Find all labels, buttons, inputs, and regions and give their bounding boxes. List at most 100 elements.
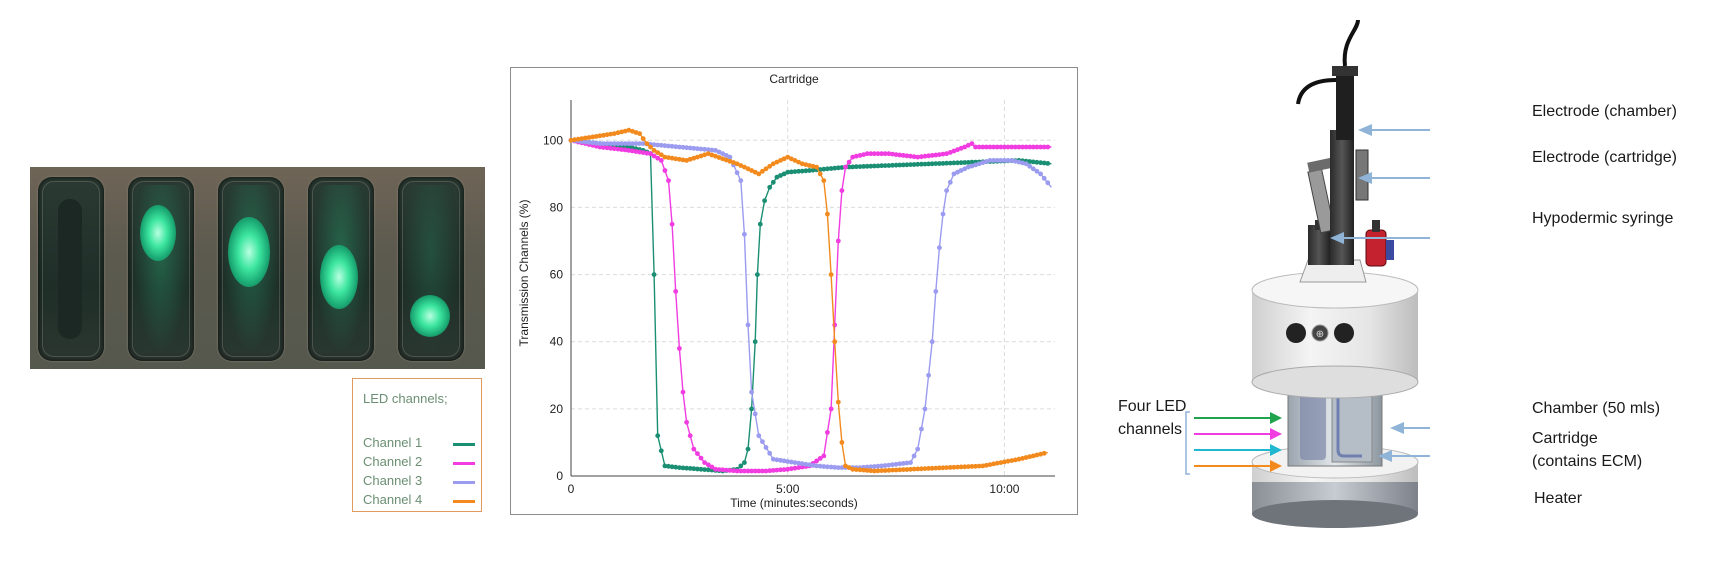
data-point <box>951 148 957 154</box>
data-point <box>828 406 834 412</box>
data-point <box>947 465 953 470</box>
data-point <box>604 141 610 146</box>
data-point <box>1034 452 1040 458</box>
data-point <box>835 238 841 244</box>
chamber-cylinder: ⊕ <box>1251 271 1419 399</box>
data-point <box>1016 159 1022 165</box>
data-point <box>698 455 704 461</box>
data-point <box>796 168 801 174</box>
well-1 <box>38 177 104 361</box>
data-point <box>814 458 819 464</box>
data-point <box>774 467 780 473</box>
series-1 <box>568 137 1052 474</box>
data-point <box>673 144 679 150</box>
data-point <box>998 158 1004 163</box>
data-point <box>998 460 1004 465</box>
data-point <box>705 462 711 468</box>
data-point <box>745 166 751 172</box>
data-point <box>622 147 628 153</box>
data-point <box>911 162 917 167</box>
data-point <box>839 165 845 170</box>
data-point <box>890 467 895 473</box>
chart-canvas: Cartridge 0 20 40 60 80 100 0 5:00 10:00 Time (m… <box>517 72 1055 510</box>
data-point <box>1038 171 1043 177</box>
data-point <box>843 463 848 469</box>
hypodermic-syringe-shape <box>1307 157 1336 234</box>
data-point <box>651 153 657 159</box>
y-tick-label: 100 <box>543 133 563 147</box>
legend-swatch <box>453 500 475 503</box>
data-point <box>720 156 726 162</box>
data-point <box>655 155 661 161</box>
data-point <box>1027 144 1033 150</box>
data-point <box>662 168 668 173</box>
data-point <box>666 143 671 149</box>
data-point <box>760 168 765 174</box>
data-point <box>926 466 931 471</box>
data-point <box>684 145 689 151</box>
data-point <box>658 158 664 163</box>
data-point <box>857 164 863 169</box>
series <box>568 127 1052 474</box>
data-point <box>709 152 715 158</box>
legend-swatch <box>453 481 475 484</box>
data-point <box>1030 159 1036 165</box>
data-point <box>973 162 978 168</box>
data-point <box>857 467 863 473</box>
data-point <box>929 465 935 471</box>
data-point <box>644 141 650 146</box>
data-point <box>799 464 805 470</box>
data-point <box>752 468 758 474</box>
data-point <box>951 171 957 177</box>
data-point <box>727 158 733 164</box>
data-point <box>835 165 841 171</box>
legend-label: Channel 2 <box>363 454 423 469</box>
label-electrode-cartridge: Electrode (cartridge) <box>1532 149 1677 166</box>
data-point <box>583 135 588 141</box>
data-point <box>1045 144 1051 150</box>
data-point <box>716 467 722 472</box>
data-point <box>1034 159 1040 165</box>
data-point <box>622 141 628 146</box>
data-point <box>651 142 657 148</box>
transmission-chart: Cartridge 0 20 40 60 80 100 0 5:00 10:00 Time (m… <box>510 67 1078 515</box>
data-point <box>727 468 733 473</box>
data-point <box>915 446 921 452</box>
data-point <box>843 164 848 170</box>
data-point <box>969 464 975 469</box>
series-line <box>570 139 1052 472</box>
data-point <box>615 130 621 136</box>
data-point <box>900 162 906 168</box>
data-point <box>955 160 960 166</box>
data-point <box>926 161 931 167</box>
data-point <box>1023 161 1029 167</box>
data-point <box>940 161 946 166</box>
data-point <box>702 460 707 465</box>
series-2 <box>568 137 1052 474</box>
data-point <box>1027 163 1033 169</box>
data-point <box>568 137 574 143</box>
data-point <box>814 164 819 170</box>
data-point <box>933 465 939 471</box>
data-point <box>919 466 924 472</box>
data-point <box>774 174 780 180</box>
data-point <box>1002 459 1007 465</box>
data-point <box>987 158 993 163</box>
data-point <box>630 141 635 146</box>
data-point <box>933 152 939 158</box>
data-point <box>796 159 801 165</box>
data-point <box>762 198 767 204</box>
data-point <box>926 372 931 378</box>
data-point <box>680 389 686 395</box>
data-point <box>742 164 747 170</box>
data-point <box>673 464 679 470</box>
legend-item-channel-1: Channel 1 <box>363 435 478 453</box>
series-line <box>570 129 1048 472</box>
data-point <box>803 461 809 467</box>
data-point <box>1016 144 1022 150</box>
data-point <box>796 465 801 470</box>
data-point <box>893 467 899 473</box>
data-point <box>998 144 1004 150</box>
data-point <box>792 158 798 163</box>
data-point <box>633 141 639 146</box>
